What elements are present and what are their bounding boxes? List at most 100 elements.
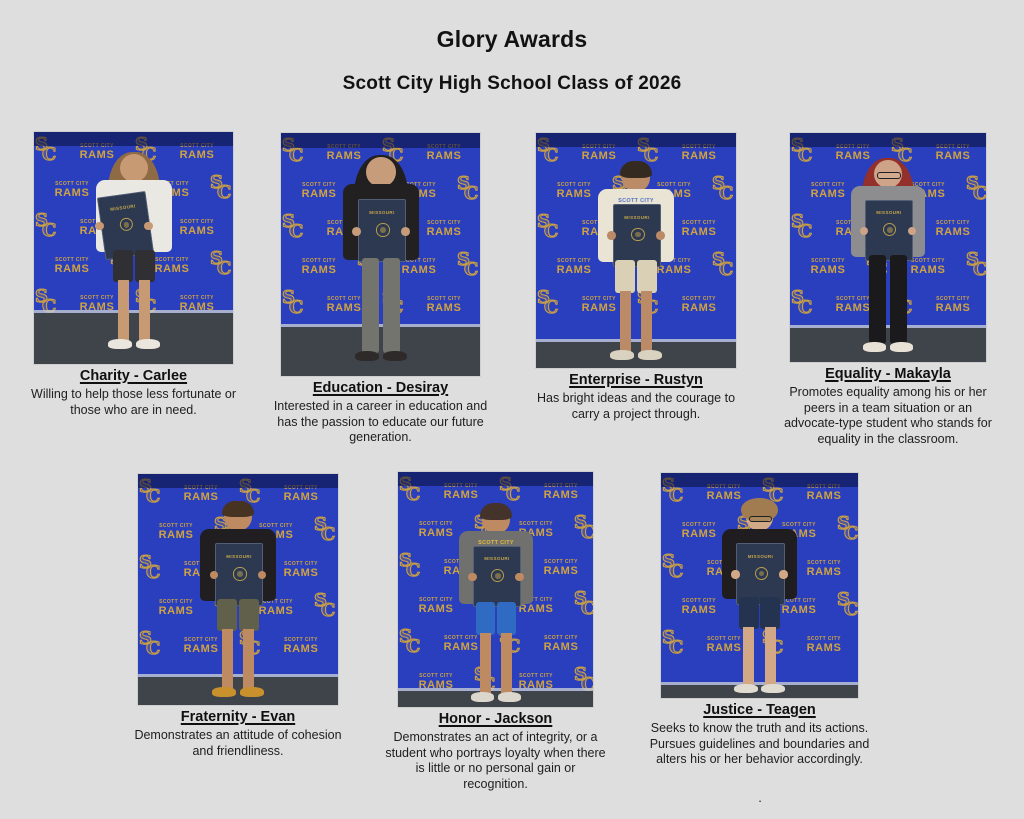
sc-letter-bottom: C	[320, 599, 336, 621]
backdrop-school-name: SCOTT CITY	[80, 143, 114, 149]
missouri-folder: MISSOURI	[214, 543, 264, 607]
backdrop-team-name: RAMS	[581, 150, 617, 162]
backdrop-team-name: RAMS	[681, 604, 717, 616]
backdrop-bottom-edge	[790, 325, 986, 328]
folder-seal-center	[380, 227, 386, 233]
sc-letter-bottom: C	[245, 485, 261, 507]
student-head	[366, 157, 396, 187]
backdrop-school-name: SCOTT CITY	[55, 181, 89, 187]
folder-label: MISSOURI	[747, 553, 774, 559]
backdrop-team-name: RAMS	[54, 187, 90, 199]
sc-letter-top: S	[836, 588, 850, 610]
student-shorts-right	[760, 597, 781, 629]
backdrop-school-name: SCOTT CITY	[419, 673, 453, 679]
backdrop-top-wall	[34, 132, 233, 146]
award-title: Enterprise - Rustyn	[569, 372, 703, 388]
student-pants-right	[889, 254, 907, 345]
backdrop-school-name: SCOTT CITY	[657, 182, 691, 188]
backdrop-school-name: SCOTT CITY	[259, 523, 293, 529]
award-description: Demonstrates an act of integrity, or a s…	[385, 730, 606, 791]
backdrop-team-name: RAMS	[326, 150, 362, 162]
backdrop-school-name: SCOTT CITY	[807, 636, 841, 642]
sc-letter-top: S	[34, 209, 48, 231]
sc-letter-top: S	[456, 172, 470, 194]
sc-letter-bottom: C	[580, 597, 593, 619]
folder-seal	[376, 223, 390, 237]
folder-label: MISSOURI	[369, 210, 395, 216]
backdrop-bottom-edge	[536, 339, 736, 342]
backdrop-top-wall	[536, 133, 736, 147]
backdrop-school-name: SCOTT CITY	[402, 182, 436, 188]
student-leg-right	[764, 626, 776, 686]
floor-carpet	[536, 342, 736, 368]
student-shorts-right	[636, 260, 657, 293]
award-title: Education - Desiray	[312, 380, 449, 396]
sc-letter-bottom: C	[543, 144, 559, 166]
backdrop-school-name: SCOTT CITY	[836, 144, 870, 150]
backdrop-school-name: SCOTT CITY	[284, 561, 318, 567]
sc-letter-bottom: C	[543, 296, 559, 318]
sc-letter-bottom: C	[145, 485, 161, 507]
student-figure: MISSOURI	[92, 152, 176, 349]
sc-letter-bottom: C	[320, 523, 336, 545]
student-glasses	[876, 171, 902, 179]
backdrop-school-name: SCOTT CITY	[519, 673, 553, 679]
student-leg-left	[117, 280, 129, 342]
backdrop-team-name: RAMS	[935, 150, 971, 162]
backdrop-school-name: SCOTT CITY	[444, 635, 478, 641]
backdrop-school-name: SCOTT CITY	[327, 296, 361, 302]
backdrop-school-name: SCOTT CITY	[259, 599, 293, 605]
award-description: Willing to help those less fortunate or …	[31, 387, 236, 417]
student-figure: MISSOURI	[196, 501, 280, 697]
sc-letter-top: S	[536, 210, 550, 232]
award-caption: Justice - Teagen Seeks to know the truth…	[647, 702, 873, 768]
sc-letter-bottom: C	[972, 258, 986, 280]
student-leg-left	[480, 632, 491, 695]
award-title: Equality - Makayla	[825, 366, 951, 382]
backdrop-school-name: SCOTT CITY	[284, 637, 318, 643]
backdrop-school-name: SCOTT CITY	[782, 598, 816, 604]
student-hand-right	[144, 221, 153, 231]
backdrop-team-name: RAMS	[426, 226, 462, 238]
floor-carpet	[661, 685, 858, 698]
backdrop-school-name: SCOTT CITY	[159, 523, 193, 529]
student-figure: MISSOURI	[718, 497, 801, 693]
folder-seal-center	[122, 221, 130, 229]
student-leg-right	[501, 632, 512, 695]
backdrop-team-name: RAMS	[681, 302, 717, 314]
folder-seal	[233, 567, 247, 581]
award-caption: Education - Desiray Interested in a care…	[268, 380, 494, 446]
backdrop-team-name: RAMS	[54, 263, 90, 275]
missouri-folder: MISSOURI	[612, 203, 662, 267]
sc-letter-top: S	[573, 663, 587, 685]
student-leg-right	[243, 628, 255, 690]
backdrop-team-name: RAMS	[283, 491, 319, 503]
missouri-folder: MISSOURI	[357, 199, 407, 263]
backdrop-school-name: SCOTT CITY	[544, 483, 578, 489]
student-shoe-right	[761, 683, 786, 693]
backdrop-school-name: SCOTT CITY	[427, 296, 461, 302]
student-hair	[222, 501, 254, 518]
backdrop-team-name: RAMS	[810, 264, 846, 276]
